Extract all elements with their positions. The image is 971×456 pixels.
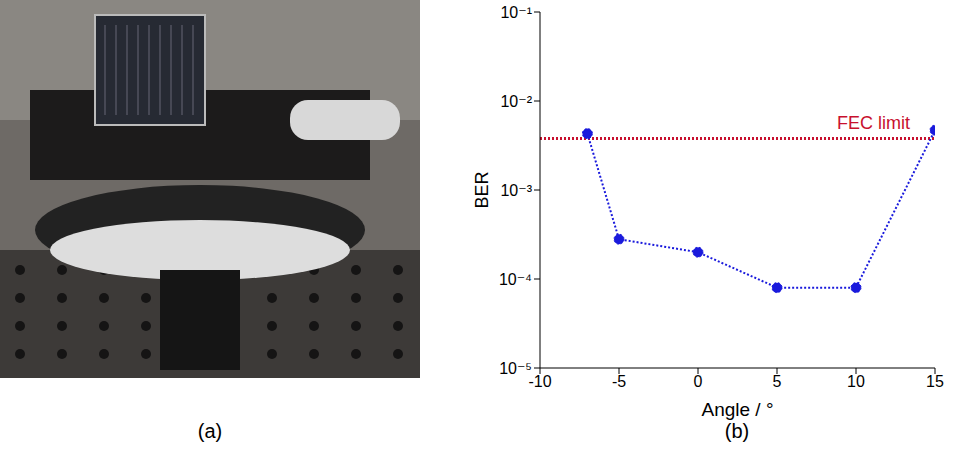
html-text:(a): (a) xyxy=(197,420,223,442)
svg-text:-5: -5 xyxy=(612,373,626,390)
svg-text:10⁻⁴: 10⁻⁴ xyxy=(499,271,532,288)
svg-text:Angle / °: Angle / ° xyxy=(701,399,773,420)
svg-text:15: 15 xyxy=(926,373,944,390)
svg-text:FEC limit: FEC limit xyxy=(837,113,910,133)
svg-text:10⁻²: 10⁻² xyxy=(500,93,532,110)
html-text:(b): (b) xyxy=(724,420,750,442)
svg-text:-10: -10 xyxy=(528,373,552,391)
svg-text:10⁻¹: 10⁻¹ xyxy=(500,4,532,21)
svg-text:BER: BER xyxy=(472,171,492,208)
svg-text:0: 0 xyxy=(694,373,703,390)
svg-text:5: 5 xyxy=(773,373,782,390)
svg-text:10⁻⁵: 10⁻⁵ xyxy=(499,360,532,377)
svg-text:10: 10 xyxy=(847,373,865,390)
svg-text:10⁻³: 10⁻³ xyxy=(500,182,532,199)
